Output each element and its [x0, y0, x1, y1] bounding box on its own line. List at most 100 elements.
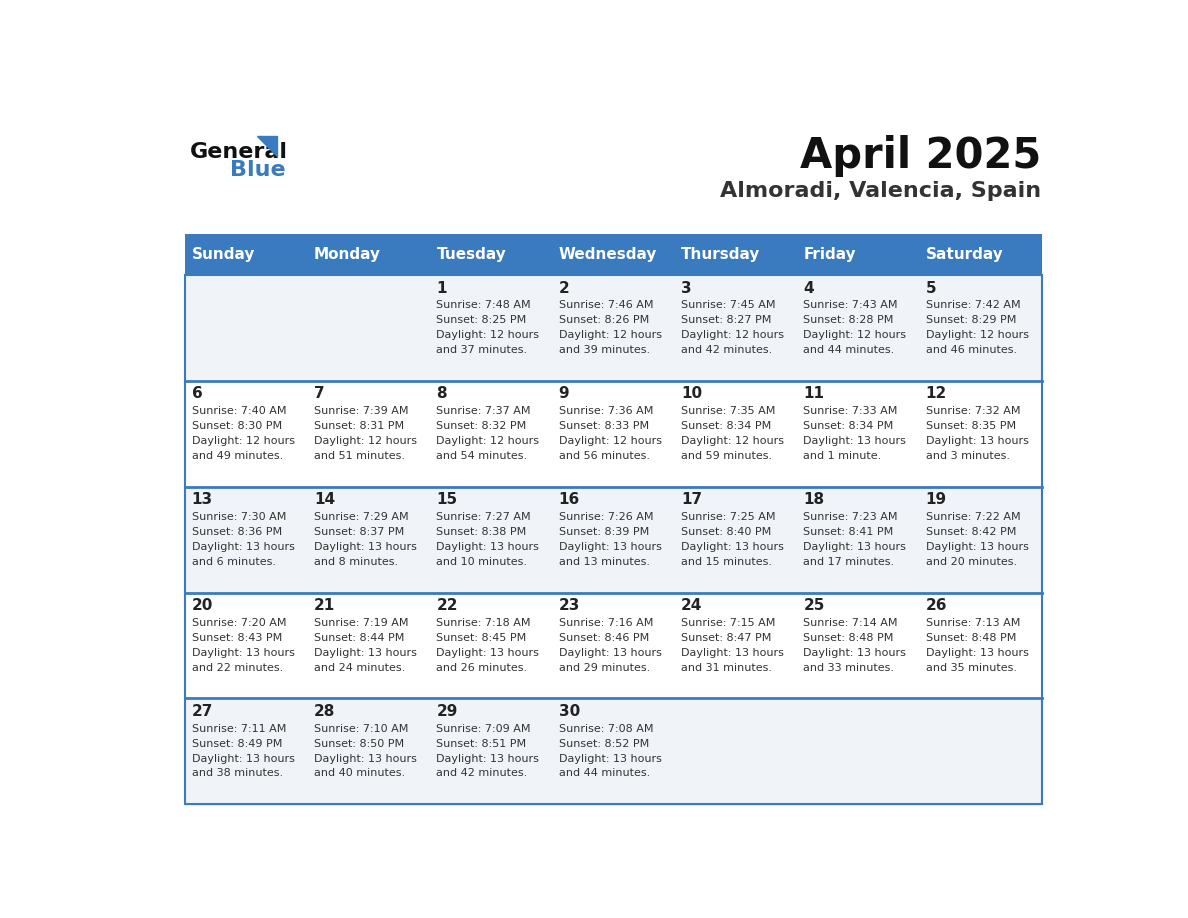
Text: 15: 15: [436, 492, 457, 508]
Text: Sunset: 8:31 PM: Sunset: 8:31 PM: [314, 421, 404, 431]
Text: Sunrise: 7:08 AM: Sunrise: 7:08 AM: [558, 724, 653, 733]
Text: Thursday: Thursday: [681, 247, 760, 262]
Text: Sunrise: 7:15 AM: Sunrise: 7:15 AM: [681, 618, 776, 628]
Text: Sunset: 8:46 PM: Sunset: 8:46 PM: [558, 633, 649, 643]
FancyBboxPatch shape: [552, 381, 675, 487]
Text: and 42 minutes.: and 42 minutes.: [681, 345, 772, 355]
Text: Sunset: 8:25 PM: Sunset: 8:25 PM: [436, 315, 526, 325]
Text: Wednesday: Wednesday: [558, 247, 657, 262]
Text: Sunset: 8:32 PM: Sunset: 8:32 PM: [436, 421, 526, 431]
FancyBboxPatch shape: [308, 487, 430, 592]
Text: Daylight: 13 hours: Daylight: 13 hours: [803, 542, 906, 552]
Text: 26: 26: [925, 599, 947, 613]
Text: Sunrise: 7:23 AM: Sunrise: 7:23 AM: [803, 512, 898, 522]
Text: and 24 minutes.: and 24 minutes.: [314, 663, 405, 673]
Text: Sunset: 8:47 PM: Sunset: 8:47 PM: [681, 633, 771, 643]
Text: 28: 28: [314, 704, 335, 719]
Text: Sunrise: 7:30 AM: Sunrise: 7:30 AM: [191, 512, 286, 522]
FancyBboxPatch shape: [920, 381, 1042, 487]
Text: and 17 minutes.: and 17 minutes.: [803, 556, 895, 566]
FancyBboxPatch shape: [675, 274, 797, 381]
Text: and 46 minutes.: and 46 minutes.: [925, 345, 1017, 355]
Text: Sunset: 8:50 PM: Sunset: 8:50 PM: [314, 739, 404, 749]
Text: Daylight: 12 hours: Daylight: 12 hours: [191, 436, 295, 446]
Text: Sunrise: 7:40 AM: Sunrise: 7:40 AM: [191, 406, 286, 416]
Text: and 37 minutes.: and 37 minutes.: [436, 345, 527, 355]
FancyBboxPatch shape: [552, 699, 675, 804]
FancyBboxPatch shape: [675, 592, 797, 699]
FancyBboxPatch shape: [185, 274, 308, 381]
Text: April 2025: April 2025: [801, 135, 1042, 177]
FancyBboxPatch shape: [185, 699, 308, 804]
Text: Daylight: 13 hours: Daylight: 13 hours: [681, 648, 784, 657]
FancyBboxPatch shape: [430, 699, 552, 804]
Text: Sunrise: 7:10 AM: Sunrise: 7:10 AM: [314, 724, 409, 733]
FancyBboxPatch shape: [920, 699, 1042, 804]
Text: and 51 minutes.: and 51 minutes.: [314, 451, 405, 461]
Text: Daylight: 12 hours: Daylight: 12 hours: [681, 436, 784, 446]
FancyBboxPatch shape: [430, 592, 552, 699]
Text: Sunrise: 7:45 AM: Sunrise: 7:45 AM: [681, 300, 776, 310]
Text: Sunset: 8:48 PM: Sunset: 8:48 PM: [925, 633, 1016, 643]
Polygon shape: [257, 136, 278, 156]
Text: Sunrise: 7:16 AM: Sunrise: 7:16 AM: [558, 618, 653, 628]
Text: Daylight: 13 hours: Daylight: 13 hours: [191, 754, 295, 764]
Text: Sunset: 8:26 PM: Sunset: 8:26 PM: [558, 315, 649, 325]
FancyBboxPatch shape: [675, 487, 797, 592]
Text: Sunset: 8:49 PM: Sunset: 8:49 PM: [191, 739, 282, 749]
Text: Daylight: 12 hours: Daylight: 12 hours: [558, 330, 662, 340]
FancyBboxPatch shape: [552, 592, 675, 699]
Text: and 29 minutes.: and 29 minutes.: [558, 663, 650, 673]
Text: 18: 18: [803, 492, 824, 508]
Text: and 49 minutes.: and 49 minutes.: [191, 451, 283, 461]
Text: and 22 minutes.: and 22 minutes.: [191, 663, 283, 673]
Text: Blue: Blue: [229, 160, 285, 180]
Text: Sunrise: 7:09 AM: Sunrise: 7:09 AM: [436, 724, 531, 733]
FancyBboxPatch shape: [920, 592, 1042, 699]
Text: 24: 24: [681, 599, 702, 613]
Text: and 33 minutes.: and 33 minutes.: [803, 663, 895, 673]
Text: Daylight: 12 hours: Daylight: 12 hours: [803, 330, 906, 340]
Text: Sunset: 8:27 PM: Sunset: 8:27 PM: [681, 315, 771, 325]
Text: 11: 11: [803, 386, 824, 401]
FancyBboxPatch shape: [430, 487, 552, 592]
FancyBboxPatch shape: [797, 487, 920, 592]
Text: and 56 minutes.: and 56 minutes.: [558, 451, 650, 461]
Text: 20: 20: [191, 599, 213, 613]
Text: General: General: [190, 142, 287, 162]
Text: Sunrise: 7:35 AM: Sunrise: 7:35 AM: [681, 406, 776, 416]
Text: Tuesday: Tuesday: [436, 247, 506, 262]
Text: Sunset: 8:28 PM: Sunset: 8:28 PM: [803, 315, 893, 325]
Text: Sunset: 8:36 PM: Sunset: 8:36 PM: [191, 527, 282, 537]
Text: Daylight: 13 hours: Daylight: 13 hours: [191, 542, 295, 552]
Text: Sunset: 8:33 PM: Sunset: 8:33 PM: [558, 421, 649, 431]
Text: and 10 minutes.: and 10 minutes.: [436, 556, 527, 566]
Text: Sunrise: 7:36 AM: Sunrise: 7:36 AM: [558, 406, 653, 416]
Text: Sunday: Sunday: [191, 247, 255, 262]
Text: 22: 22: [436, 599, 457, 613]
Text: Sunset: 8:29 PM: Sunset: 8:29 PM: [925, 315, 1016, 325]
Text: 9: 9: [558, 386, 569, 401]
Text: Daylight: 13 hours: Daylight: 13 hours: [925, 542, 1029, 552]
Text: and 39 minutes.: and 39 minutes.: [558, 345, 650, 355]
Text: Sunrise: 7:32 AM: Sunrise: 7:32 AM: [925, 406, 1020, 416]
Text: and 42 minutes.: and 42 minutes.: [436, 768, 527, 778]
Text: and 54 minutes.: and 54 minutes.: [436, 451, 527, 461]
FancyBboxPatch shape: [308, 381, 430, 487]
Text: Sunrise: 7:43 AM: Sunrise: 7:43 AM: [803, 300, 898, 310]
Text: Sunrise: 7:18 AM: Sunrise: 7:18 AM: [436, 618, 531, 628]
Text: Daylight: 12 hours: Daylight: 12 hours: [314, 436, 417, 446]
Text: and 8 minutes.: and 8 minutes.: [314, 556, 398, 566]
Text: Daylight: 13 hours: Daylight: 13 hours: [314, 648, 417, 657]
Text: 7: 7: [314, 386, 324, 401]
Text: Sunrise: 7:39 AM: Sunrise: 7:39 AM: [314, 406, 409, 416]
FancyBboxPatch shape: [552, 274, 675, 381]
Text: Sunset: 8:45 PM: Sunset: 8:45 PM: [436, 633, 526, 643]
Text: Sunrise: 7:33 AM: Sunrise: 7:33 AM: [803, 406, 898, 416]
Text: and 6 minutes.: and 6 minutes.: [191, 556, 276, 566]
Text: Sunrise: 7:26 AM: Sunrise: 7:26 AM: [558, 512, 653, 522]
Text: 8: 8: [436, 386, 447, 401]
Text: Sunset: 8:48 PM: Sunset: 8:48 PM: [803, 633, 893, 643]
FancyBboxPatch shape: [185, 381, 308, 487]
FancyBboxPatch shape: [185, 234, 1042, 274]
